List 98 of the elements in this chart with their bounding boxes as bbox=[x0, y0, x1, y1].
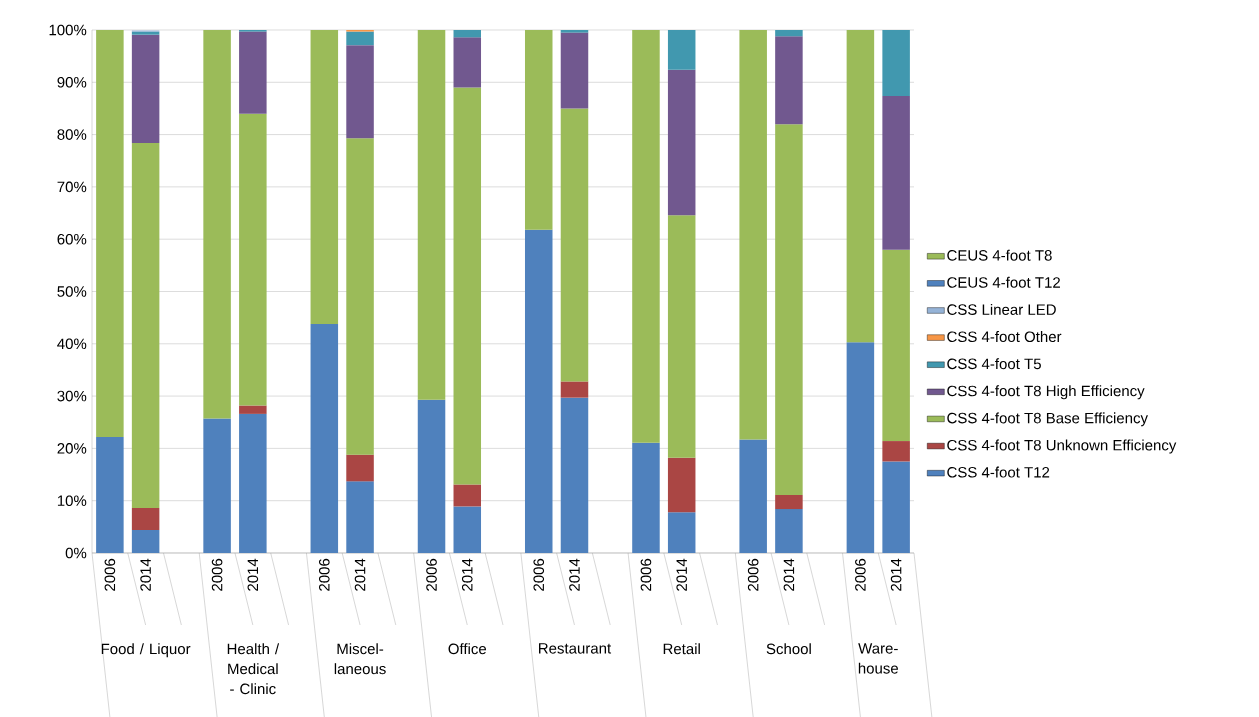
x-tick-label: 2006 bbox=[747, 558, 759, 591]
bar bbox=[131, 34, 160, 143]
bar bbox=[560, 397, 589, 553]
text: Miscel- laneous bbox=[334, 643, 386, 675]
x-tick-label: 2014 bbox=[676, 558, 687, 591]
bar bbox=[310, 323, 339, 553]
bar bbox=[524, 29, 553, 230]
legend-label: CEUS 4-foot T12 bbox=[947, 276, 1060, 288]
text: Retail bbox=[663, 643, 700, 655]
text: Health / Medical - Clinic bbox=[227, 643, 280, 695]
bar bbox=[524, 229, 553, 553]
y-tick-label: 30% bbox=[57, 390, 87, 402]
legend-label: CSS 4-foot T8 Unknown Efficiency bbox=[947, 439, 1177, 454]
bar bbox=[560, 381, 589, 398]
bar bbox=[632, 29, 660, 443]
x-tick-label: 2006 bbox=[855, 558, 866, 591]
bar bbox=[203, 418, 231, 553]
bar bbox=[239, 31, 267, 114]
text: School bbox=[766, 643, 811, 655]
y-tick-label: 60% bbox=[57, 233, 87, 245]
bar bbox=[667, 512, 696, 553]
x-tick-label: 2014 bbox=[247, 558, 259, 591]
x-tick-label: 2006 bbox=[533, 558, 545, 591]
x-tick-label: 2014 bbox=[569, 558, 580, 591]
bar bbox=[310, 29, 339, 324]
text: Office bbox=[448, 643, 487, 655]
bar bbox=[667, 457, 696, 513]
bar bbox=[560, 108, 589, 382]
bar bbox=[239, 113, 267, 406]
bar bbox=[346, 481, 374, 553]
bar bbox=[632, 442, 660, 553]
bar bbox=[453, 506, 482, 553]
bar bbox=[417, 399, 446, 553]
text: Food / Liquor bbox=[101, 643, 191, 658]
bar bbox=[882, 29, 910, 96]
bar bbox=[739, 29, 767, 440]
y-tick-label: 80% bbox=[57, 129, 87, 140]
x-tick-label: 2006 bbox=[211, 558, 223, 591]
x-tick-label: 2014 bbox=[783, 558, 795, 591]
bar bbox=[775, 509, 803, 553]
bar bbox=[667, 69, 696, 216]
y-tick-label: 90% bbox=[57, 76, 87, 88]
legend-label: CSS 4-foot T8 High Efficiency bbox=[947, 385, 1145, 400]
bar bbox=[846, 342, 875, 553]
x-tick-label: 2006 bbox=[319, 558, 330, 591]
bar bbox=[775, 29, 803, 37]
y-tick-label: 40% bbox=[57, 338, 87, 350]
text: Ware- house bbox=[858, 643, 899, 674]
bar bbox=[239, 405, 267, 414]
x-tick-label: 2006 bbox=[640, 558, 652, 591]
bar bbox=[131, 142, 160, 509]
legend-label: CSS 4-foot Other bbox=[947, 331, 1062, 343]
x-tick-label: 2014 bbox=[461, 558, 473, 591]
legend-label: CSS 4-foot T5 bbox=[947, 358, 1041, 370]
bar bbox=[203, 29, 231, 419]
legend-label: CEUS 4-foot T8 bbox=[947, 249, 1052, 261]
y-tick-label: 20% bbox=[57, 443, 87, 454]
bar bbox=[453, 29, 482, 38]
bar bbox=[775, 124, 803, 495]
x-tick-label: 2006 bbox=[426, 558, 437, 591]
y-tick-label: 50% bbox=[57, 286, 87, 297]
x-tick-label: 2014 bbox=[890, 558, 902, 591]
bar bbox=[96, 436, 124, 553]
bar bbox=[560, 32, 589, 109]
bar bbox=[882, 249, 910, 442]
bar bbox=[96, 29, 124, 437]
x-tick-label: 2014 bbox=[140, 558, 151, 591]
bar bbox=[417, 29, 446, 400]
bar bbox=[667, 215, 696, 458]
y-tick-label: 10% bbox=[57, 495, 87, 506]
bar bbox=[131, 508, 160, 530]
y-tick-label: 100% bbox=[49, 24, 87, 36]
bar bbox=[882, 461, 910, 553]
bar bbox=[346, 138, 374, 455]
y-tick-label: 70% bbox=[57, 181, 87, 193]
text: Restaurant bbox=[539, 643, 612, 654]
bar bbox=[346, 454, 374, 482]
bar bbox=[882, 441, 910, 462]
bar bbox=[846, 29, 875, 343]
bar bbox=[739, 439, 767, 553]
y-tick-label: 0% bbox=[65, 547, 87, 559]
bar bbox=[239, 413, 267, 553]
x-tick-label: 2014 bbox=[354, 558, 366, 591]
legend-label: CSS 4-foot T8 Base Efficiency bbox=[947, 412, 1148, 427]
x-tick-label: 2006 bbox=[104, 558, 116, 591]
bar bbox=[453, 37, 482, 88]
bar bbox=[775, 494, 803, 510]
legend-label: CSS 4-foot T12 bbox=[947, 466, 1050, 478]
bar bbox=[346, 31, 374, 46]
bar bbox=[453, 484, 482, 507]
bar bbox=[667, 29, 696, 70]
bar bbox=[882, 95, 910, 250]
bar bbox=[560, 29, 589, 33]
bar bbox=[453, 87, 482, 485]
bar bbox=[131, 529, 160, 553]
bar bbox=[346, 45, 374, 139]
legend-label: CSS Linear LED bbox=[947, 303, 1056, 315]
bar bbox=[775, 36, 803, 125]
